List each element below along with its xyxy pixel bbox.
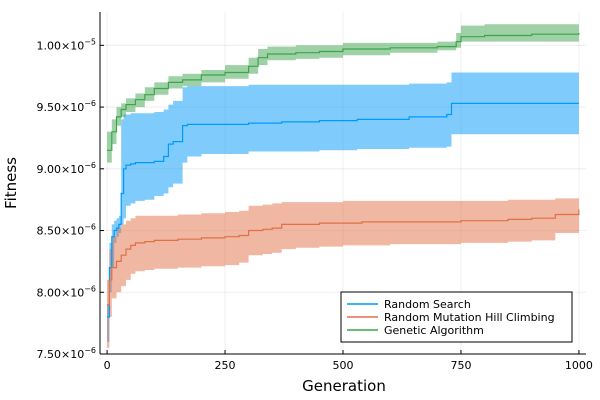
y-tick-label: 8.50×10−6: [36, 223, 96, 238]
y-tick-label: 9.50×10−6: [36, 99, 96, 114]
y-ticks: 7.50×10−6 8.00×10−6 8.50×10−6 9.00×10−6 9.50…: [36, 37, 104, 361]
y-tick-label: 1.00×10−5: [36, 37, 96, 52]
y-tick-label: 7.50×10−6: [36, 346, 96, 361]
legend-label: Random Mutation Hill Climbing: [384, 311, 555, 324]
x-tick-label: 1000: [565, 359, 593, 372]
x-tick-label: 250: [215, 359, 236, 372]
legend-box: [340, 291, 573, 343]
legend-label: Random Search: [384, 298, 471, 311]
y-axis-label: Fitness: [2, 157, 20, 209]
x-ticks: 0 250 500 750 1000: [104, 350, 593, 372]
x-axis-label: Generation: [302, 377, 386, 395]
line-random-search: [107, 102, 579, 318]
line-random-mutation-hill-climbing: [107, 209, 580, 306]
legend-label: Genetic Algorithm: [384, 324, 484, 337]
series-lines: [107, 33, 580, 318]
x-tick-label: 500: [333, 359, 354, 372]
band-random-search: [107, 72, 579, 342]
x-tick-label: 750: [450, 359, 471, 372]
band-random-mutation-hill-climbing: [107, 196, 579, 348]
x-tick-label: 0: [104, 359, 111, 372]
y-tick-label: 9.00×10−6: [36, 161, 96, 176]
y-tick-label: 8.00×10−6: [36, 284, 96, 299]
line-genetic-algorithm: [107, 33, 580, 151]
